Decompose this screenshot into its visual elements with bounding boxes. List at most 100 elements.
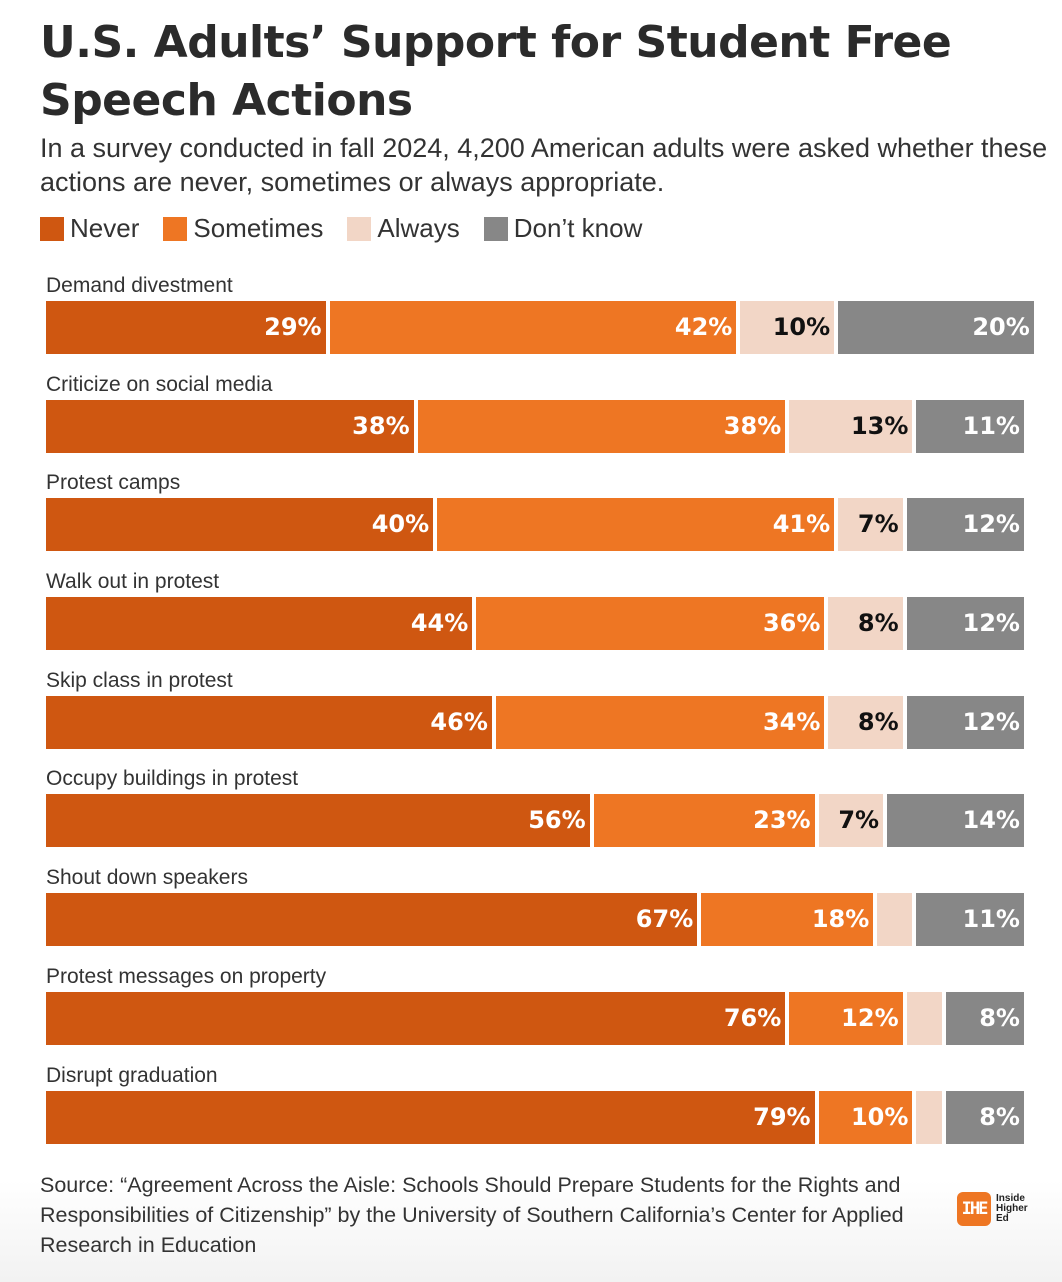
bar-segment-sometimes: 36% — [476, 597, 825, 651]
category-label: Disrupt graduation — [46, 1063, 218, 1087]
bar-segment-always — [916, 1090, 942, 1144]
data-label: 8% — [979, 1102, 1020, 1131]
bar-row: Occupy buildings in protest 56% 23% 7% 14% — [46, 765, 1024, 864]
bar-segment-always: 7% — [818, 794, 884, 848]
data-label: 7% — [838, 806, 880, 835]
chart-title: U.S. Adults’ Support for Student Free Sp… — [40, 17, 952, 126]
category-label: Occupy buildings in protest — [46, 767, 299, 791]
data-label: 8% — [857, 707, 899, 736]
stacked-bar: 40% 41% 7% 12% — [46, 498, 1024, 552]
bar-row: Skip class in protest 46% 34% 8% 12% — [46, 667, 1024, 766]
bar-segment-don-t-know: 11% — [916, 399, 1024, 453]
category-label: Demand divestment — [46, 274, 233, 297]
data-label: 36% — [762, 609, 821, 638]
data-label: 38% — [352, 411, 410, 440]
data-label: 67% — [635, 905, 694, 934]
logo-text: Inside Higher Ed — [996, 1194, 1028, 1224]
bar-segment-don-t-know: 20% — [838, 301, 1034, 354]
legend-item: Don’t know — [483, 213, 643, 244]
bar-segment-don-t-know: 11% — [916, 893, 1024, 947]
bar-row: Walk out in protest 44% 36% 8% 12% — [46, 568, 1024, 667]
bar-segment-never: 56% — [46, 794, 590, 848]
stacked-bar: 67% 18% 11% — [46, 893, 1024, 947]
legend-swatch — [483, 216, 508, 241]
logo-text-line: Inside — [996, 1193, 1025, 1204]
bar-segment-sometimes: 38% — [417, 399, 786, 453]
data-label: 40% — [371, 510, 430, 539]
bar-segment-sometimes: 18% — [701, 893, 874, 947]
logo-text-line: Ed — [996, 1213, 1009, 1224]
data-label: 12% — [962, 510, 1020, 539]
stacked-bar: 46% 34% 8% 12% — [46, 695, 1024, 749]
data-label: 34% — [762, 707, 821, 736]
bar-row: Shout down speakers 67% 18% 11% — [46, 864, 1024, 963]
bar-segment-don-t-know: 8% — [945, 991, 1024, 1045]
bar-segment-sometimes: 10% — [818, 1090, 913, 1144]
legend-item: Never — [40, 213, 139, 244]
bar-segment-don-t-know: 12% — [906, 498, 1024, 552]
logo-text-line: Higher — [996, 1203, 1028, 1214]
bar-row: Criticize on social media 38% 38% 13% 11% — [46, 371, 1024, 470]
stacked-bar: 38% 38% 13% 11% — [46, 399, 1024, 453]
data-label: 38% — [723, 411, 782, 440]
bar-segment-always: 8% — [828, 695, 903, 749]
legend-label: Sometimes — [193, 213, 324, 243]
bar-segment-don-t-know: 12% — [906, 597, 1024, 651]
data-label: 76% — [723, 1003, 782, 1032]
data-label: 8% — [857, 609, 899, 638]
data-label: 44% — [410, 609, 469, 638]
data-label: 23% — [753, 806, 811, 835]
data-label: 18% — [811, 905, 870, 934]
bar-segment-always: 7% — [838, 498, 903, 552]
stacked-bar: 56% 23% 7% 14% — [46, 794, 1024, 848]
legend-swatch — [163, 216, 188, 241]
ihe-logo: IHE Inside Higher Ed — [957, 1192, 1028, 1226]
category-label: Walk out in protest — [46, 570, 220, 594]
bar-segment-don-t-know: 14% — [887, 794, 1024, 848]
bar-chart: Demand divestment 29% 42% 10% 20% Criticize o… — [46, 272, 1034, 1161]
stacked-bar: 76% 12% 8% — [46, 991, 1024, 1045]
data-label: 29% — [264, 313, 322, 341]
bar-row: Demand divestment 29% 42% 10% 20% — [46, 272, 1034, 371]
legend: Never Sometimes Always Don’t know — [40, 213, 642, 244]
chart-subtitle: In a survey conducted in fall 2024, 4,20… — [40, 133, 1048, 197]
data-label: 11% — [962, 905, 1020, 934]
data-label: 12% — [962, 609, 1020, 638]
bar-segment-sometimes: 23% — [593, 794, 815, 848]
bar-segment-always: 13% — [789, 399, 913, 453]
data-label: 14% — [962, 806, 1020, 835]
category-label: Protest camps — [46, 471, 181, 495]
data-label: 56% — [528, 806, 586, 835]
bar-segment-always — [906, 991, 942, 1045]
bar-segment-never: 79% — [46, 1090, 815, 1144]
data-label: 20% — [972, 313, 1030, 341]
legend-label: Don’t know — [513, 213, 643, 243]
category-label: Skip class in protest — [46, 668, 233, 692]
bar-row: Protest messages on property 76% 12% 8% — [46, 963, 1024, 1062]
bar-segment-sometimes: 12% — [789, 991, 903, 1045]
data-label: 10% — [772, 313, 831, 341]
data-label: 13% — [850, 411, 909, 440]
category-label: Protest messages on property — [46, 964, 327, 988]
data-label: 10% — [850, 1102, 909, 1131]
data-label: 11% — [962, 411, 1020, 440]
bar-segment-never: 67% — [46, 893, 698, 947]
bar-segment-don-t-know: 8% — [945, 1090, 1024, 1144]
data-label: 12% — [962, 707, 1020, 736]
bar-segment-always — [877, 893, 913, 947]
bar-segment-always: 8% — [828, 597, 903, 651]
legend-item: Always — [347, 213, 460, 244]
legend-swatch — [347, 216, 372, 241]
data-label: 79% — [753, 1102, 811, 1131]
bar-segment-always: 10% — [740, 301, 835, 354]
source-note: Source: “Agreement Across the Aisle: Sch… — [40, 1173, 904, 1257]
legend-label: Always — [377, 213, 460, 243]
bar-row: Disrupt graduation 79% 10% 8% — [46, 1062, 1024, 1161]
stacked-bar: 79% 10% 8% — [46, 1090, 1024, 1144]
bar-segment-never: 38% — [46, 399, 414, 453]
bar-row: Protest camps 40% 41% 7% 12% — [46, 469, 1024, 568]
bar-segment-don-t-know: 12% — [906, 695, 1024, 749]
data-label: 46% — [430, 707, 488, 736]
bar-segment-never: 44% — [46, 597, 473, 651]
stacked-bar: 44% 36% 8% 12% — [46, 597, 1024, 651]
